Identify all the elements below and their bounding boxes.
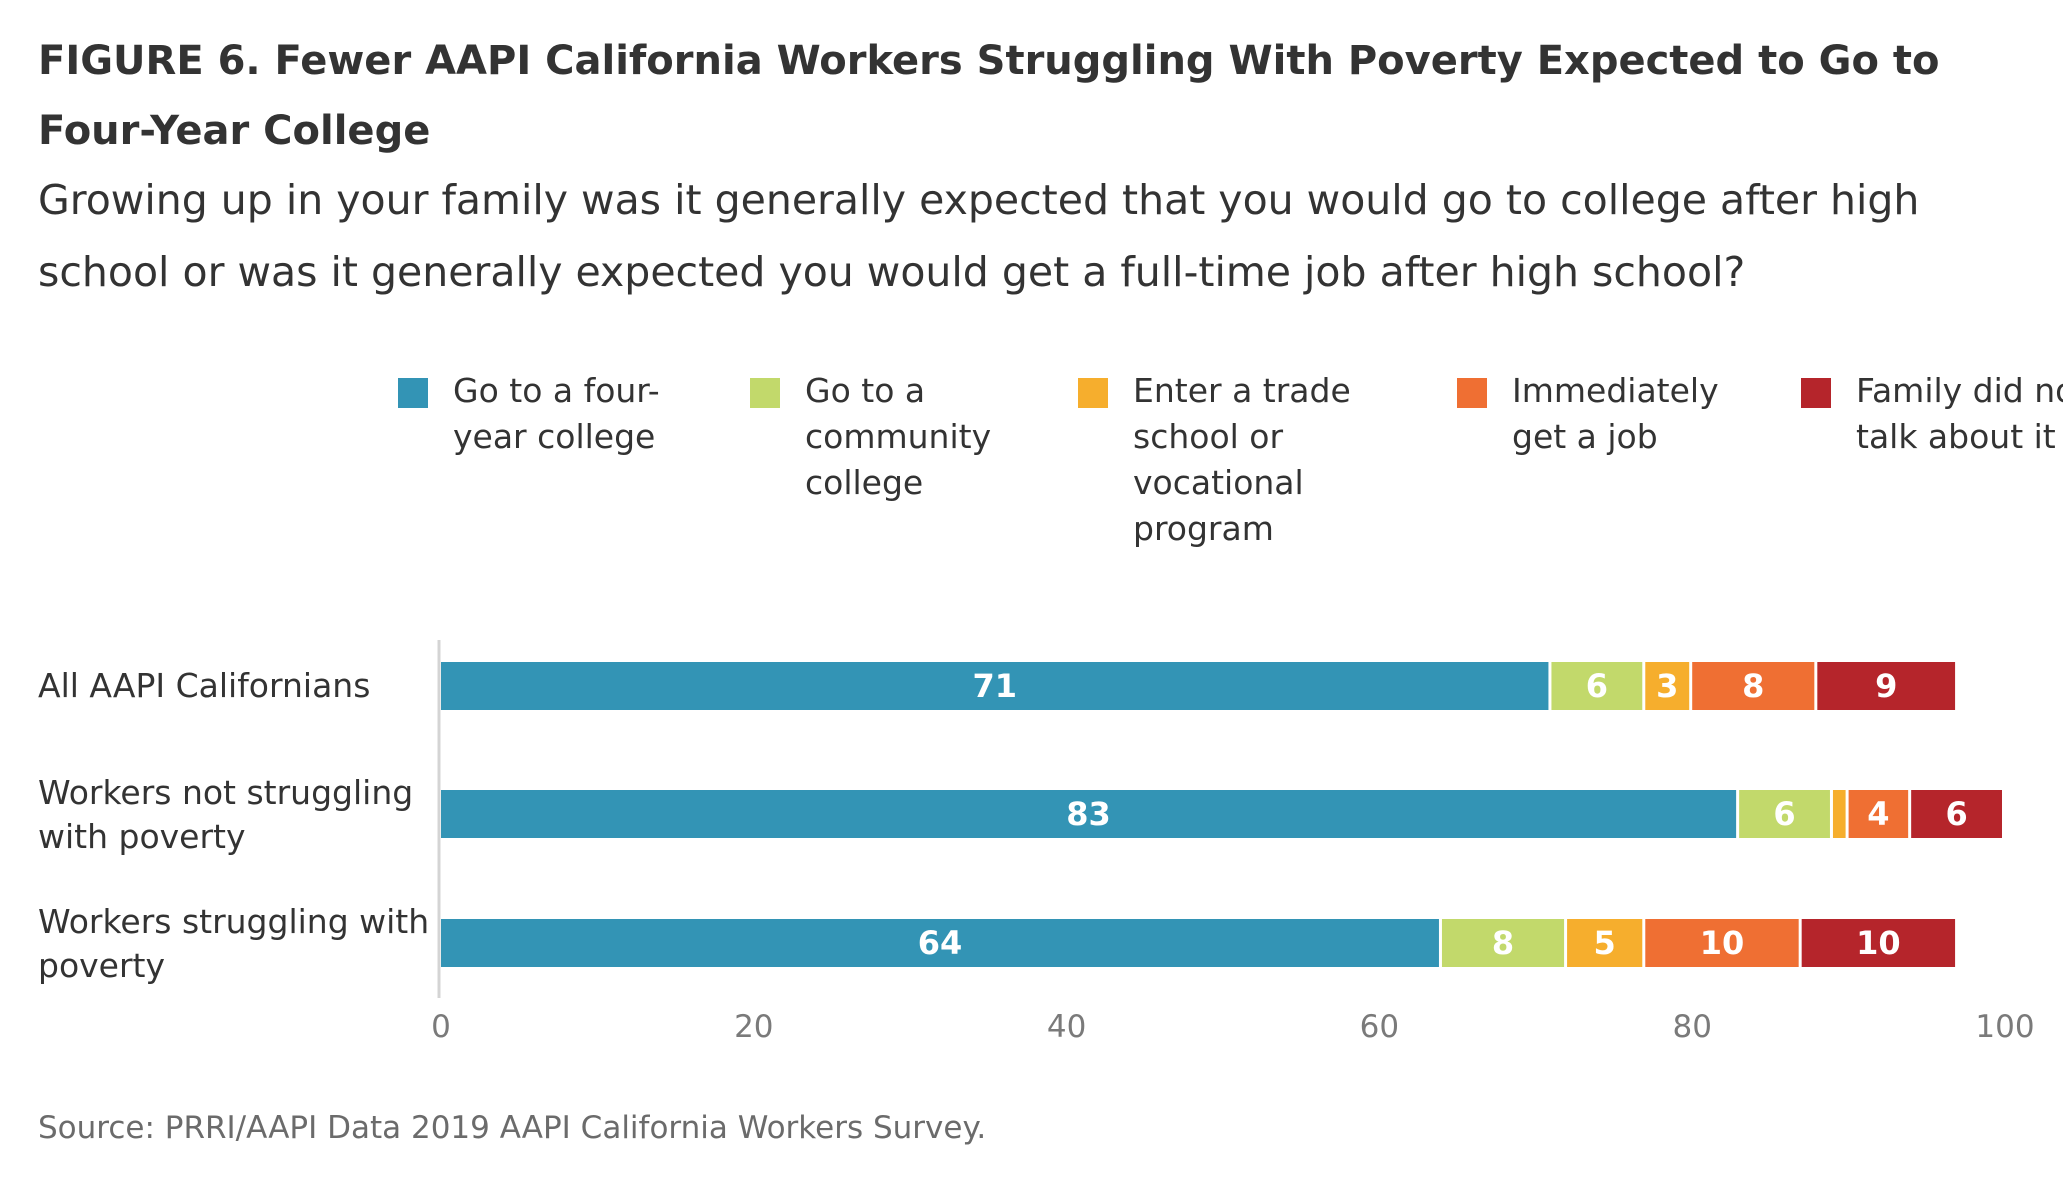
value-label-go-to-a-four-year-college-all-aapi-californians: 71 [972, 667, 1017, 705]
source-note: Source: PRRI/AAPI Data 2019 AAPI Califor… [38, 1110, 987, 1146]
bar-go-to-a-four-year-college-workers-struggling-with-poverty [441, 919, 1439, 967]
row-label-not-struggling: Workers not struggling with poverty [38, 773, 414, 856]
legend-swatch-community-college [750, 378, 780, 408]
row-label-all-aapi: All AAPI Californians [38, 666, 371, 705]
chart-title: FIGURE 6. Fewer AAPI California Workers … [38, 38, 1940, 154]
legend-swatch-did-not-talk [1801, 378, 1831, 408]
bar-immediately-get-a-job-all-aapi-californians [1692, 662, 1815, 710]
value-label-go-to-a-community-college-all-aapi-californians: 6 [1586, 667, 1608, 705]
bar-family-did-not-talk-about-it-workers-struggling-with-poverty [1801, 919, 1956, 967]
value-label-family-did-not-talk-about-it-all-aapi-californians: 9 [1875, 667, 1897, 705]
value-label-enter-a-trade-school-or-vocational-program-workers-struggling-with-poverty: 5 [1594, 924, 1616, 962]
legend-label-four-year-college: Go to a four-year college [453, 371, 660, 456]
x-tick-label-40: 40 [1047, 1009, 1086, 1045]
x-tick-label-100: 100 [1975, 1009, 2034, 1045]
value-label-enter-a-trade-school-or-vocational-program-all-aapi-californians: 3 [1656, 667, 1678, 705]
legend-swatch-get-job [1457, 378, 1487, 408]
legend-swatch-four-year-college [398, 378, 428, 408]
value-label-family-did-not-talk-about-it-workers-struggling-with-poverty: 10 [1856, 924, 1901, 962]
bar-go-to-a-community-college-all-aapi-californians [1551, 662, 1643, 710]
value-label-immediately-get-a-job-all-aapi-californians: 8 [1742, 667, 1764, 705]
bar-go-to-a-four-year-college-all-aapi-californians [441, 662, 1549, 710]
legend-label-trade-school: Enter a trade school or vocational progr… [1133, 371, 1351, 548]
value-label-go-to-a-community-college-workers-not-struggling-with-poverty: 6 [1773, 795, 1795, 833]
value-label-family-did-not-talk-about-it-workers-not-struggling-with-poverty: 6 [1945, 795, 1967, 833]
x-tick-label-80: 80 [1672, 1009, 1711, 1045]
x-tick-label-0: 0 [431, 1009, 451, 1045]
value-label-immediately-get-a-job-workers-not-struggling-with-poverty: 4 [1867, 795, 1889, 833]
legend-label-community-college: Go to a community college [805, 371, 992, 502]
x-tick-label-60: 60 [1360, 1009, 1399, 1045]
value-label-immediately-get-a-job-workers-struggling-with-poverty: 10 [1700, 924, 1745, 962]
bar-immediately-get-a-job-workers-not-struggling-with-poverty [1848, 790, 1909, 838]
row-label-struggling: Workers struggling with poverty [38, 902, 430, 985]
chart-subtitle: Growing up in your family was it general… [38, 176, 1920, 296]
value-label-go-to-a-four-year-college-workers-not-struggling-with-poverty: 83 [1066, 795, 1111, 833]
value-label-go-to-a-community-college-workers-struggling-with-poverty: 8 [1492, 924, 1514, 962]
bar-go-to-a-community-college-workers-not-struggling-with-poverty [1739, 790, 1830, 838]
x-tick-label-20: 20 [734, 1009, 773, 1045]
legend-label-did-not-talk: Family did not talk about it [1856, 371, 2063, 456]
bar-enter-a-trade-school-or-vocational-program-workers-struggling-with-poverty [1567, 919, 1643, 967]
bar-enter-a-trade-school-or-vocational-program-all-aapi-californians [1645, 662, 1690, 710]
bar-family-did-not-talk-about-it-all-aapi-californians [1817, 662, 1956, 710]
bar-immediately-get-a-job-workers-struggling-with-poverty [1645, 919, 1799, 967]
bar-family-did-not-talk-about-it-workers-not-struggling-with-poverty [1911, 790, 2002, 838]
value-label-go-to-a-four-year-college-workers-struggling-with-poverty: 64 [918, 924, 963, 962]
bar-go-to-a-four-year-college-workers-not-struggling-with-poverty [441, 790, 1737, 838]
bar-enter-a-trade-school-or-vocational-program-workers-not-struggling-with-poverty [1832, 790, 1846, 838]
legend-label-get-job: Immediately get a job [1512, 371, 1719, 456]
legend-swatch-trade-school [1078, 378, 1108, 408]
bar-go-to-a-community-college-workers-struggling-with-poverty [1441, 919, 1565, 967]
